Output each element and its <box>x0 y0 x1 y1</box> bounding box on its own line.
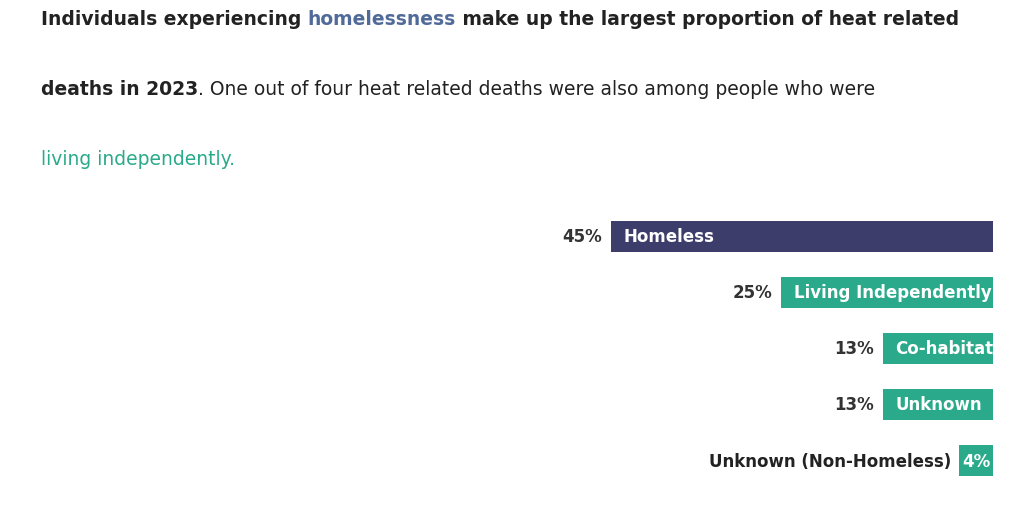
Text: Unknown: Unknown <box>896 395 982 414</box>
Text: deaths in 2023: deaths in 2023 <box>41 80 199 99</box>
Text: 13%: 13% <box>835 395 874 414</box>
Text: 4%: 4% <box>963 451 990 470</box>
Text: Living Independently: Living Independently <box>794 284 991 302</box>
Text: homelessness: homelessness <box>308 10 456 29</box>
Bar <box>610 221 993 252</box>
Text: make up the largest proportion of heat related: make up the largest proportion of heat r… <box>456 10 959 29</box>
Text: 25%: 25% <box>732 284 772 302</box>
Text: 13%: 13% <box>835 340 874 358</box>
Bar <box>959 445 993 476</box>
Text: Individuals experiencing: Individuals experiencing <box>41 10 308 29</box>
Bar <box>883 389 993 420</box>
Bar <box>781 277 993 308</box>
Bar <box>883 333 993 364</box>
Text: Co-habitating: Co-habitating <box>896 340 1023 358</box>
Text: 45%: 45% <box>562 228 602 246</box>
Text: living independently.: living independently. <box>41 150 234 168</box>
Text: . One out of four heat related deaths were also among people who were: . One out of four heat related deaths we… <box>199 80 876 99</box>
Text: Unknown (Non-Homeless): Unknown (Non-Homeless) <box>709 451 950 470</box>
Text: Homeless: Homeless <box>624 228 715 246</box>
